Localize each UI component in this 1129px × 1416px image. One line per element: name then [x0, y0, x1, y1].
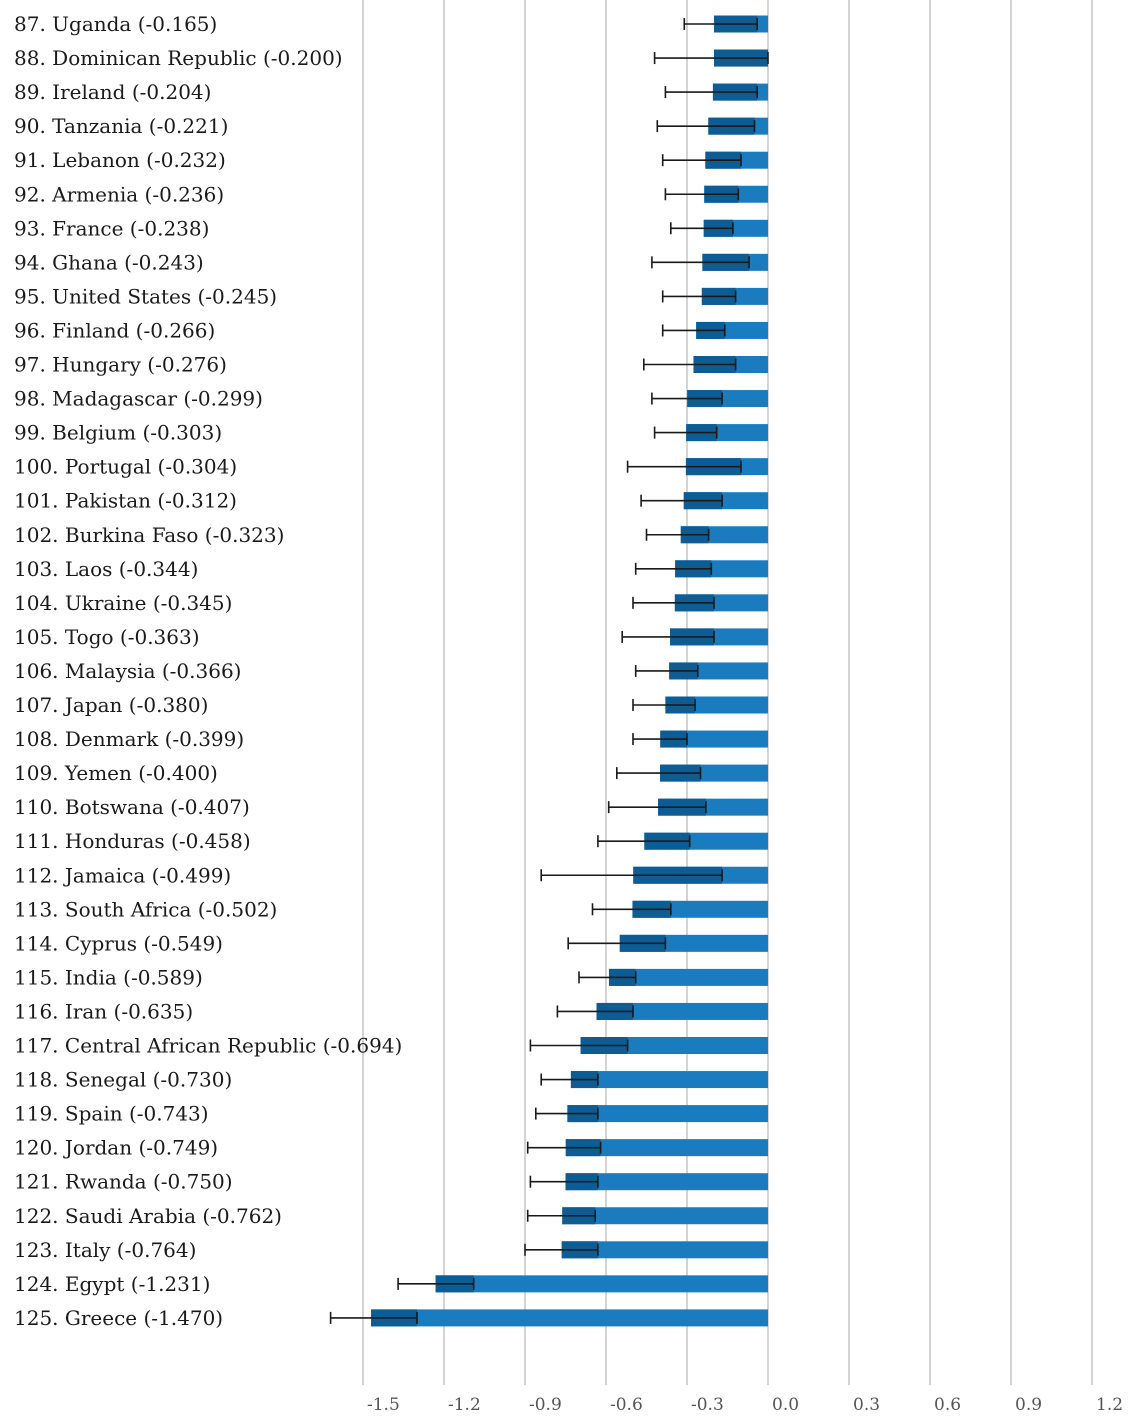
bar [596, 1002, 768, 1020]
row-label: 113. South Africa (-0.502) [14, 897, 277, 921]
row-label: 108. Denmark (-0.399) [14, 727, 244, 751]
bar [435, 1275, 768, 1293]
x-tick-label: 1.2 [1096, 1395, 1123, 1415]
row-label: 124. Egypt (-1.231) [14, 1272, 210, 1296]
x-tick-label: 0.9 [1015, 1395, 1042, 1415]
x-tick-label: 0.6 [934, 1395, 961, 1415]
bar [565, 1173, 768, 1191]
row-label: 99. Belgium (-0.303) [14, 421, 222, 445]
bar [608, 968, 768, 986]
row-label: 94. Ghana (-0.243) [14, 250, 204, 274]
row-label: 87. Uganda (-0.165) [14, 12, 217, 36]
row-label: 102. Burkina Faso (-0.323) [14, 523, 284, 547]
bar [561, 1241, 768, 1259]
row-label: 120. Jordan (-0.749) [14, 1136, 218, 1160]
row-label: 92. Armenia (-0.236) [14, 182, 224, 206]
x-axis-ticks: -1.5 -1.2 -0.9 -0.6 -0.3 0.0 0.3 0.6 0.9 1.2 [367, 1395, 1123, 1415]
row-label: 91. Lebanon (-0.232) [14, 148, 226, 172]
x-tick-label: 0.3 [853, 1395, 880, 1415]
row-label: 95. United States (-0.245) [14, 284, 277, 308]
row-label: 109. Yemen (-0.400) [14, 761, 218, 785]
row-label: 101. Pakistan (-0.312) [14, 489, 237, 513]
row-label: 104. Ukraine (-0.345) [14, 591, 232, 615]
bar [567, 1105, 768, 1123]
row-label: 88. Dominican Republic (-0.200) [14, 46, 343, 70]
row-label: 115. India (-0.589) [14, 965, 203, 989]
row-label: 96. Finland (-0.266) [14, 318, 215, 342]
row-label: 105. Togo (-0.363) [14, 625, 200, 649]
row-label: 112. Jamaica (-0.499) [14, 863, 231, 887]
row-label: 97. Hungary (-0.276) [14, 353, 227, 377]
row-label: 118. Senegal (-0.730) [14, 1068, 232, 1092]
row-labels: 87. Uganda (-0.165) 88. Dominican Republi… [14, 12, 402, 1330]
bar [570, 1071, 768, 1089]
row-label: 90. Tanzania (-0.221) [14, 114, 228, 138]
x-tick-label: 0.0 [772, 1395, 799, 1415]
row-label: 117. Central African Republic (-0.694) [14, 1034, 402, 1058]
row-label: 114. Cyprus (-0.549) [14, 931, 223, 955]
row-label: 103. Laos (-0.344) [14, 557, 198, 581]
row-label: 93. France (-0.238) [14, 216, 209, 240]
row-label: 98. Madagascar (-0.299) [14, 387, 263, 411]
bars [329, 15, 769, 1327]
row-label: 121. Rwanda (-0.750) [14, 1170, 233, 1194]
row-label: 116. Iran (-0.635) [14, 999, 193, 1023]
row-label: 123. Italy (-0.764) [14, 1238, 196, 1262]
row-label: 110. Botswana (-0.407) [14, 795, 250, 819]
row-label: 125. Greece (-1.470) [14, 1306, 223, 1330]
x-tick-label: -0.9 [529, 1395, 562, 1415]
x-tick-label: -0.3 [691, 1395, 724, 1415]
bar [562, 1207, 768, 1225]
row-label: 100. Portugal (-0.304) [14, 455, 237, 479]
row-label: 119. Spain (-0.743) [14, 1102, 209, 1126]
x-tick-label: -1.2 [448, 1395, 481, 1415]
row-label: 106. Malaysia (-0.366) [14, 659, 241, 683]
bar [565, 1139, 768, 1157]
row-label: 111. Honduras (-0.458) [14, 829, 251, 853]
x-tick-label: -0.6 [610, 1395, 643, 1415]
bar [371, 1309, 768, 1327]
row-label: 122. Saudi Arabia (-0.762) [14, 1204, 282, 1228]
row-label: 107. Japan (-0.380) [14, 693, 208, 717]
x-tick-label: -1.5 [367, 1395, 400, 1415]
row-label: 89. Ireland (-0.204) [14, 80, 211, 104]
